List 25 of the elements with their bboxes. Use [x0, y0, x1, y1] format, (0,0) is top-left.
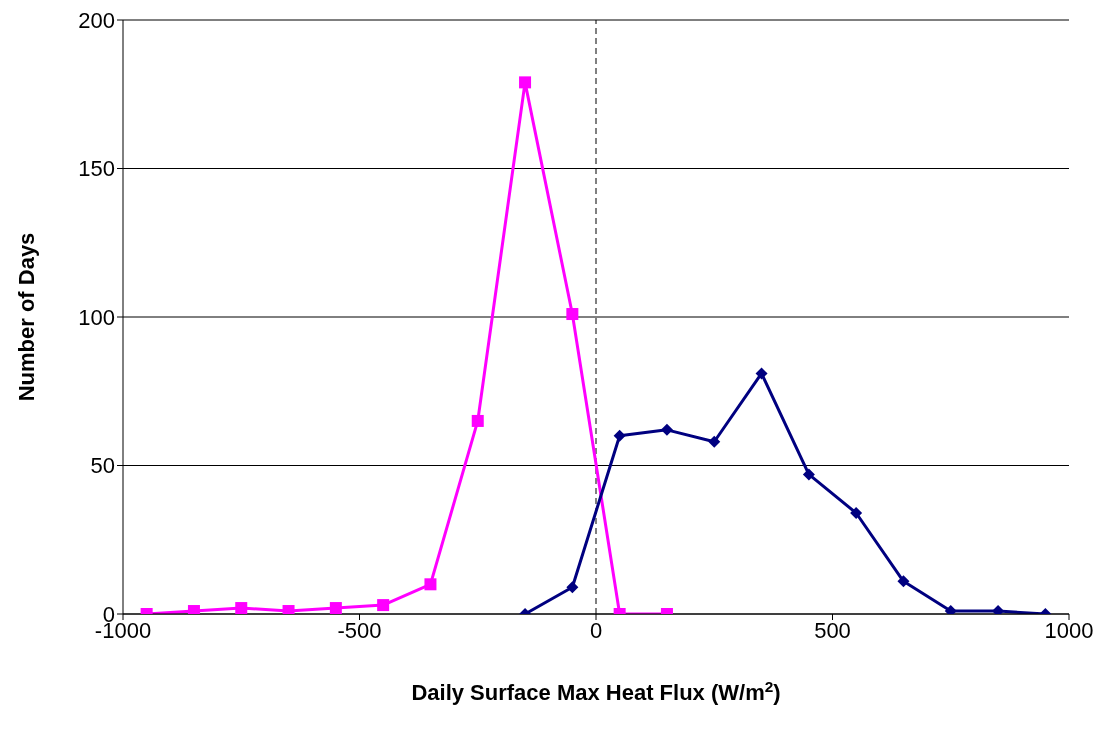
x-tick-label: 1000 [1044, 617, 1094, 643]
point [755, 367, 768, 380]
y-tick-label: 50 [90, 453, 115, 479]
point [802, 468, 815, 481]
point [519, 76, 532, 89]
y-tick-label: 150 [78, 156, 115, 182]
point [471, 414, 484, 427]
x-axis-title: Daily Surface Max Heat Flux (W/m$^{2}$) [411, 677, 781, 705]
point [566, 308, 579, 321]
y-tick-label: 200 [78, 7, 115, 33]
x-tick-label: -500 [337, 617, 382, 643]
point [897, 575, 910, 588]
point [613, 429, 626, 442]
point [235, 602, 248, 614]
point [850, 507, 863, 520]
x-tick-label: 500 [814, 617, 851, 643]
point [424, 578, 437, 591]
point [377, 599, 390, 612]
y-tick-label: 100 [78, 304, 115, 330]
x-tick-label: 0 [589, 617, 603, 643]
point [660, 423, 673, 436]
point [566, 581, 579, 594]
point [708, 435, 721, 448]
y-axis-title: Number of Days [13, 232, 39, 402]
point [329, 602, 342, 614]
